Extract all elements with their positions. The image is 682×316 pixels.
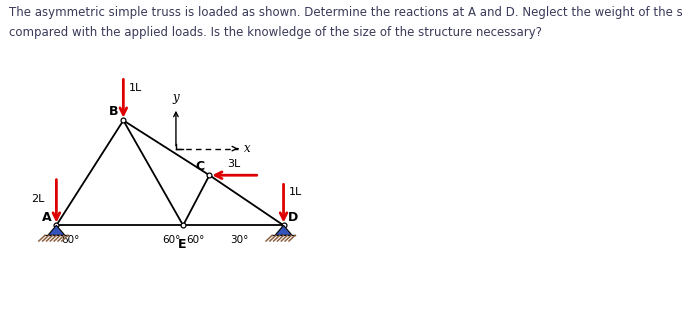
Text: compared with the applied loads. Is the knowledge of the size of the structure n: compared with the applied loads. Is the … [9,27,542,40]
Text: 60°: 60° [162,235,180,245]
Text: B: B [109,105,119,118]
Text: 60°: 60° [186,235,204,245]
Text: 1L: 1L [289,187,303,198]
Text: A: A [42,211,52,224]
Text: The asymmetric simple truss is loaded as shown. Determine the reactions at A and: The asymmetric simple truss is loaded as… [9,6,682,19]
Text: 30°: 30° [231,235,249,245]
Text: 60°: 60° [61,235,80,245]
Text: E: E [178,238,186,251]
Text: x: x [244,142,250,155]
Text: 1L: 1L [129,82,143,93]
Text: 3L: 3L [228,159,241,169]
Polygon shape [275,225,292,235]
Text: y: y [173,91,179,104]
Text: 2L: 2L [31,194,44,204]
Polygon shape [48,225,65,235]
Text: D: D [288,211,299,224]
Text: C: C [196,160,205,173]
